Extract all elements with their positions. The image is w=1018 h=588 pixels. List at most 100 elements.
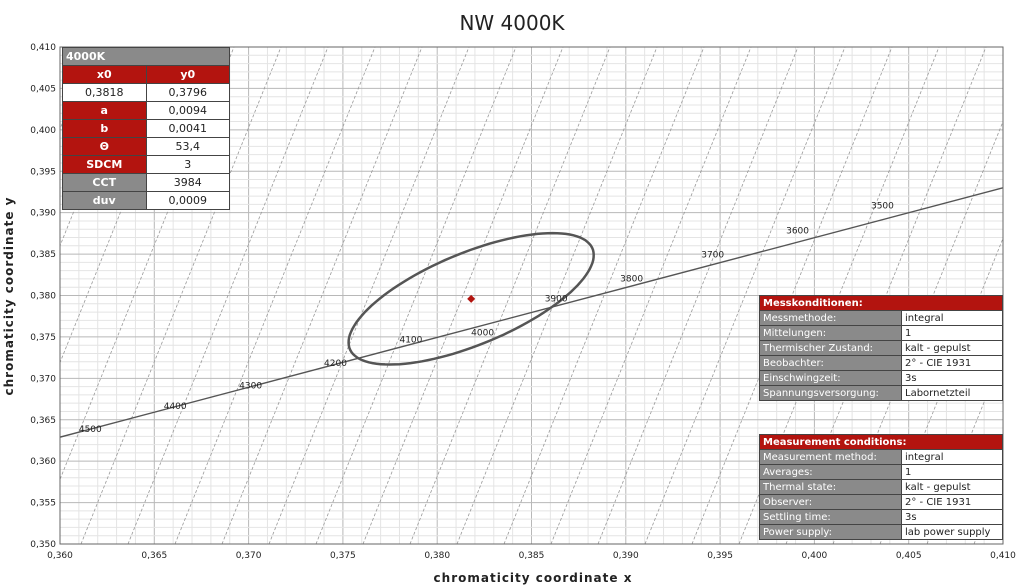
result-row-label: b [62,119,147,138]
condition-key: Averages: [759,464,902,480]
condition-value: Labornetzteil [901,385,1003,401]
result-row: duv 0,0009 [62,191,230,210]
cct-label: 3700 [701,250,724,260]
cct-label: 3800 [620,274,643,284]
planckian-locus [60,187,1003,438]
condition-value: 3s [901,370,1003,386]
condition-row: Einschwingzeit: 3s [759,370,1003,386]
condition-value: lab power supply [901,524,1003,540]
isotherm-line [221,47,423,544]
isotherm-line [268,47,470,544]
y0-value: 0,3796 [145,83,230,102]
condition-value: 2° - CIE 1931 [901,494,1003,510]
result-row: CCT 3984 [62,173,230,192]
y-tick-label: 0,370 [30,374,56,384]
condition-value: integral [901,449,1003,465]
result-row: b 0,0041 [62,119,230,138]
cct-label: 4300 [239,381,262,391]
y-tick-label: 0,380 [30,292,56,302]
condition-key: Thermischer Zustand: [759,340,902,356]
center-point-marker [467,294,476,303]
x-tick-label: 0,365 [141,551,167,561]
condition-row: Averages: 1 [759,464,1003,480]
result-row-label: a [62,101,147,120]
cct-label: 4000 [471,328,494,338]
y-tick-label: 0,400 [30,126,56,136]
isotherm-line [597,47,799,544]
cct-label: 4100 [399,336,422,346]
y-tick-label: 0,355 [30,499,56,509]
isotherm-line [550,47,752,544]
condition-row: Thermal state: kalt - gepulst [759,479,1003,495]
result-table: 4000K x0 y0 0,3818 0,3796 a 0,0094 b 0,0041… [62,47,230,210]
conditions-de-table: Messkonditionen: Messmethode: integral Mit… [759,295,1003,401]
result-row-value: 0,0094 [145,101,230,120]
condition-value: kalt - gepulst [901,479,1003,495]
condition-row: Observer: 2° - CIE 1931 [759,494,1003,510]
result-row: SDCM 3 [62,155,230,174]
y-tick-label: 0,350 [30,540,56,550]
condition-key: Power supply: [759,524,902,540]
cct-label: 3600 [786,226,809,236]
macadam-ellipse [347,231,595,366]
condition-row: Settling time: 3s [759,509,1003,525]
y-axis-label: chromaticity coordinate y [2,197,16,396]
x-tick-label: 0,405 [896,551,922,561]
x-tick-label: 0,375 [330,551,356,561]
y-tick-label: 0,375 [30,333,56,343]
y-tick-label: 0,360 [30,457,56,467]
result-row: a 0,0094 [62,101,230,120]
condition-key: Mittelungen: [759,325,902,341]
condition-value: 1 [901,464,1003,480]
condition-key: Thermal state: [759,479,902,495]
result-table-title: 4000K [62,47,230,66]
condition-key: Spannungsversorgung: [759,385,902,401]
y-tick-label: 0,395 [30,167,56,177]
plot-frame [59,46,1004,545]
result-row-label: SDCM [62,155,147,174]
result-row-value: 53,4 [145,137,230,156]
isotherm-line [80,47,282,544]
condition-value: 2° - CIE 1931 [901,355,1003,371]
condition-value: 1 [901,325,1003,341]
x-tick-label: 0,410 [990,551,1016,561]
condition-row: Beobachter: 2° - CIE 1931 [759,355,1003,371]
condition-key: Measurement method: [759,449,902,465]
x-tick-label: 0,395 [707,551,733,561]
y-tick-label: 0,365 [30,416,56,426]
result-row-label: Θ [62,137,147,156]
condition-key: Messmethode: [759,310,902,326]
result-row-value: 3 [145,155,230,174]
result-row-label: CCT [62,173,147,192]
y-tick-label: 0,390 [30,209,56,219]
condition-value: 3s [901,509,1003,525]
result-row-label: duv [62,191,147,210]
condition-value: kalt - gepulst [901,340,1003,356]
y-tick-label: 0,410 [30,43,56,53]
conditions-en-title: Measurement conditions: [759,434,1003,450]
y-tick-label: 0,385 [30,250,56,260]
x-tick-label: 0,380 [424,551,450,561]
isotherm-line [174,47,376,544]
cct-label: 3500 [871,202,894,212]
chart-title: NW 4000K [459,11,565,35]
isotherm-line [456,47,658,544]
cct-label: 3900 [545,294,568,304]
x-tick-label: 0,385 [519,551,545,561]
isotherm-line [362,47,564,544]
condition-key: Observer: [759,494,902,510]
cct-label: 4200 [324,359,347,369]
x-axis-label: chromaticity coordinate x [434,571,633,585]
cct-label: 4500 [79,425,102,435]
condition-row: Mittelungen: 1 [759,325,1003,341]
y0-label: y0 [145,65,230,84]
isotherm-line [127,47,329,544]
result-row: Θ 53,4 [62,137,230,156]
isotherm-line [409,47,611,544]
x0-label: x0 [62,65,147,84]
conditions-en-table: Measurement conditions: Measurement meth… [759,434,1003,540]
condition-row: Measurement method: integral [759,449,1003,465]
isotherm-line [644,47,846,544]
condition-row: Power supply: lab power supply [759,524,1003,540]
x0-value: 0,3818 [62,83,147,102]
